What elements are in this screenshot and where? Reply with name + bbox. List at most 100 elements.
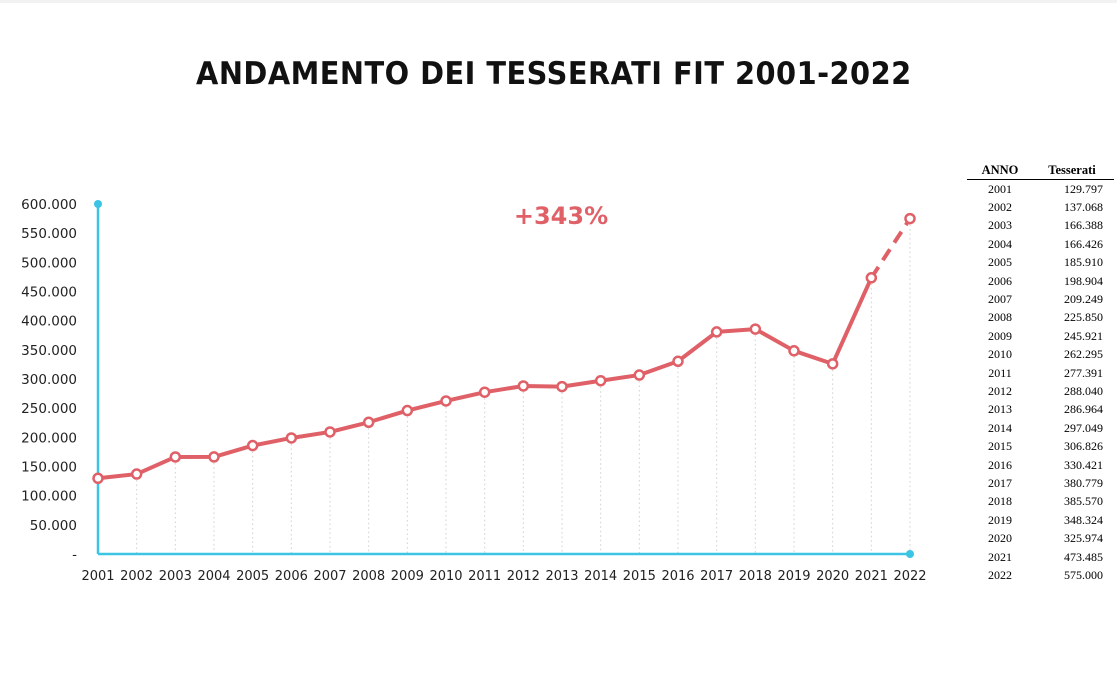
cell-tesserati: 137.068 — [1064, 200, 1103, 215]
cell-anno: 2002 — [988, 200, 1012, 215]
cell-anno: 2010 — [988, 347, 1012, 362]
cell-tesserati: 185.910 — [1064, 255, 1103, 270]
chart-axes — [94, 200, 914, 558]
x-tick-label: 2019 — [777, 569, 810, 584]
table-row: 2018 385.570 — [967, 493, 1114, 511]
cell-anno: 2008 — [988, 310, 1012, 325]
cell-tesserati: 166.426 — [1064, 236, 1103, 251]
cell-anno: 2006 — [988, 273, 1012, 288]
cell-anno: 2016 — [988, 457, 1012, 472]
x-tick-label: 2017 — [700, 569, 733, 584]
y-tick-label: 100.000 — [21, 489, 77, 505]
x-tick-label: 2003 — [159, 569, 192, 584]
data-point — [826, 358, 839, 370]
x-tick-label: 2004 — [197, 569, 230, 584]
x-tick-label: 2013 — [545, 569, 578, 584]
x-tick-label: 2009 — [391, 569, 424, 584]
table-row: 2017 380.779 — [967, 474, 1114, 492]
cell-tesserati: 380.779 — [1064, 475, 1103, 490]
cell-anno: 2007 — [988, 292, 1012, 307]
table-row: 2006 198.904 — [967, 272, 1114, 290]
cell-anno: 2005 — [988, 255, 1012, 270]
x-axis-end-dot — [906, 550, 914, 558]
cell-tesserati: 575.000 — [1064, 567, 1103, 582]
data-point — [788, 345, 800, 357]
table-row: 2010 262.295 — [967, 346, 1114, 364]
data-point — [749, 323, 762, 335]
cell-tesserati: 225.850 — [1064, 310, 1103, 325]
x-tick-label: 2002 — [120, 569, 153, 584]
header-tesserati: Tesserati — [1048, 163, 1096, 177]
table-row: 2003 166.388 — [967, 217, 1114, 235]
table-body: 2001 129.797 2002 137.068 2003 166.388 2004 166… — [967, 180, 1114, 585]
chart-title: ANDAMENTO DEI TESSERATI FIT 2001-2022 — [196, 56, 912, 92]
table-row: 2012 288.040 — [967, 382, 1114, 400]
data-point — [130, 468, 143, 480]
table-row: 2019 348.324 — [967, 511, 1114, 529]
data-point — [362, 416, 375, 429]
table-row: 2014 297.049 — [967, 419, 1114, 437]
growth-annotation: +343% — [514, 202, 608, 230]
data-table: ANNO Tesserati 2001 129.797 2002 137.068 200… — [967, 162, 1114, 585]
cell-tesserati: 348.324 — [1064, 512, 1103, 527]
top-divider — [0, 0, 1117, 3]
x-tick-label: 2021 — [855, 569, 888, 584]
data-point — [246, 439, 259, 452]
header-anno: ANNO — [981, 163, 1019, 177]
data-point — [710, 326, 723, 338]
x-tick-label: 2022 — [893, 569, 926, 584]
x-tick-label: 2015 — [623, 569, 656, 584]
x-tick-label: 2005 — [236, 569, 269, 584]
cell-tesserati: 288.040 — [1064, 383, 1103, 398]
data-point — [478, 386, 491, 398]
cell-anno: 2014 — [988, 420, 1012, 435]
data-point — [92, 472, 104, 485]
data-point — [324, 426, 336, 438]
cell-tesserati: 473.485 — [1064, 549, 1103, 564]
x-tick-label: 2014 — [584, 569, 617, 584]
y-tick-label: 550.000 — [21, 226, 77, 242]
table-row: 2009 245.921 — [967, 327, 1114, 345]
data-point — [672, 355, 684, 368]
y-tick-label: 600.000 — [21, 197, 77, 213]
data-point — [401, 404, 414, 417]
cell-tesserati: 385.570 — [1064, 494, 1103, 509]
cell-tesserati: 277.391 — [1064, 365, 1103, 380]
table-row: 2020 325.974 — [967, 529, 1114, 547]
cell-tesserati: 245.921 — [1064, 328, 1103, 343]
data-point — [169, 451, 182, 463]
table-row: 2011 277.391 — [967, 364, 1114, 382]
cell-anno: 2013 — [988, 402, 1012, 417]
y-tick-label: 400.000 — [21, 314, 77, 330]
x-tick-label: 2016 — [661, 569, 694, 584]
cell-tesserati: 286.964 — [1064, 402, 1103, 417]
y-axis-ticks: - 50.000 100.000 150.000 200.000 250.000 300.0… — [21, 197, 77, 563]
y-tick-label: 150.000 — [21, 460, 77, 476]
cell-anno: 2012 — [988, 383, 1012, 398]
table-row: 2004 166.426 — [967, 235, 1114, 253]
data-point — [594, 374, 607, 387]
cell-tesserati: 198.904 — [1064, 273, 1103, 288]
cell-anno: 2019 — [988, 512, 1012, 527]
cell-anno: 2009 — [988, 328, 1012, 343]
table-row: 2005 185.910 — [967, 254, 1114, 272]
table-row: 2013 286.964 — [967, 401, 1114, 419]
data-point — [633, 369, 646, 381]
table-row: 2022 575.000 — [967, 566, 1114, 584]
table-row: 2002 137.068 — [967, 198, 1114, 216]
cell-tesserati: 129.797 — [1064, 181, 1103, 196]
x-tick-label: 2007 — [313, 569, 346, 584]
table-row: 2008 225.850 — [967, 309, 1114, 327]
cell-anno: 2017 — [988, 475, 1012, 490]
cell-anno: 2003 — [988, 218, 1012, 233]
table-row: 2021 473.485 — [967, 548, 1114, 566]
y-tick-label: 450.000 — [21, 285, 77, 301]
cell-tesserati: 262.295 — [1064, 347, 1103, 362]
series-projected-line — [869, 217, 912, 279]
x-tick-label: 2018 — [739, 569, 772, 584]
cell-anno: 2001 — [988, 181, 1012, 196]
y-tick-label: 200.000 — [21, 430, 77, 446]
y-tick-label: 300.000 — [21, 372, 77, 388]
x-tick-label: 2012 — [507, 569, 540, 584]
